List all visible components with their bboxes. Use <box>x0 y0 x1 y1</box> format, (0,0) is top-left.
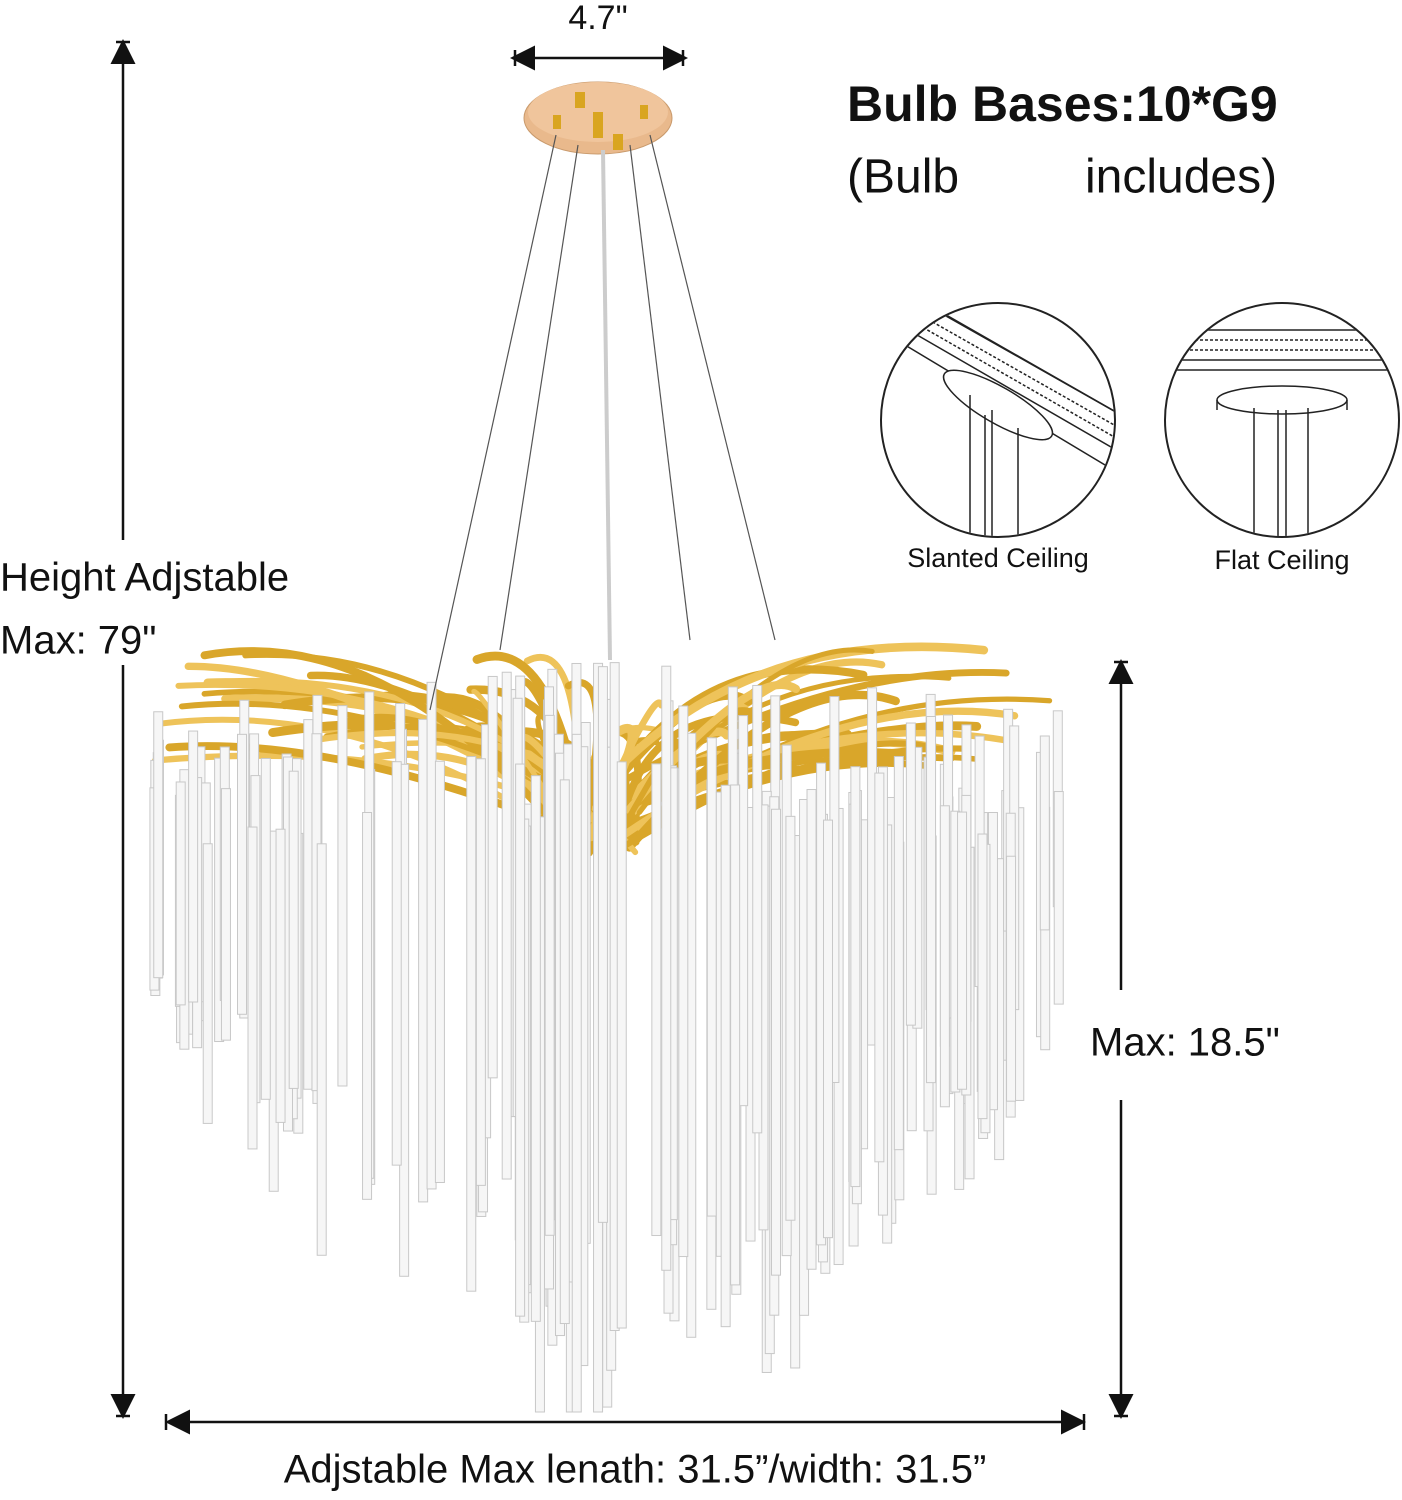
crystal <box>1053 791 1064 1005</box>
crystal <box>874 772 885 1163</box>
crystal <box>391 761 402 1166</box>
crystal <box>661 665 672 1271</box>
crystal <box>466 756 477 1292</box>
crystal <box>303 719 314 1090</box>
crystal <box>544 714 555 1236</box>
flat-ceiling-diagram <box>1164 302 1400 538</box>
crystal <box>275 828 286 1123</box>
crystal <box>806 789 817 1270</box>
crystal <box>597 666 608 1223</box>
crystal <box>418 718 429 1203</box>
crystal <box>175 781 186 1006</box>
crystal <box>939 805 950 1108</box>
crystal <box>530 775 541 1322</box>
slanted-ceiling-diagram <box>880 302 1116 538</box>
crystal <box>288 770 299 1089</box>
height-max: Max: 79" <box>0 619 156 663</box>
crystal <box>678 705 689 1258</box>
crystal <box>785 815 796 1221</box>
crystal <box>153 711 164 979</box>
mount-label: Flat Ceiling <box>1214 545 1349 575</box>
crystal <box>850 766 861 1188</box>
canopy <box>523 81 673 155</box>
chandelier <box>149 642 1064 1413</box>
crystal <box>706 737 717 1217</box>
crystal <box>905 722 916 1026</box>
crystal <box>362 812 373 1200</box>
crystal <box>220 788 231 1041</box>
bulb-title: Bulb Bases:10*G9 <box>847 76 1278 132</box>
crystal <box>616 761 627 1329</box>
dimension-lines <box>110 39 1134 1435</box>
crystal <box>571 733 582 1413</box>
crystal <box>501 671 512 1180</box>
bulb-note: includes) <box>1085 151 1277 204</box>
crystal <box>651 763 662 1237</box>
crystal <box>730 784 741 1286</box>
crystal <box>720 784 731 1328</box>
crystal <box>893 755 904 1151</box>
crystal <box>337 705 348 1087</box>
wires <box>429 134 776 711</box>
crystal <box>237 733 248 1015</box>
canopy-width: 4.7" <box>568 0 627 37</box>
bulb-note: (Bulb <box>847 151 959 204</box>
height-label: Height Adjstable <box>0 556 289 600</box>
crystal <box>202 843 213 1124</box>
crystal <box>752 684 763 1134</box>
crystal <box>1006 855 1017 1102</box>
crystal <box>475 758 486 1186</box>
body-height: Max: 18.5" <box>1090 1021 1280 1065</box>
crystal <box>434 760 445 1183</box>
crystal <box>515 763 526 1317</box>
crystal <box>188 730 199 1003</box>
crystal <box>926 716 937 1084</box>
width-label: Adjstable Max lenath: 31.5”/width: 31.5” <box>284 1448 987 1492</box>
crystal <box>822 819 833 1239</box>
crystal <box>957 811 968 1090</box>
crystal <box>426 681 437 1190</box>
crystal <box>487 675 498 1079</box>
mount-label: Slanted Ceiling <box>907 543 1089 573</box>
crystal <box>316 843 327 1256</box>
crystal <box>1039 735 1050 931</box>
crystal <box>247 826 258 1150</box>
branch <box>178 700 608 812</box>
crystal <box>771 808 782 1276</box>
crystal <box>260 757 271 1100</box>
crystal <box>977 833 988 1120</box>
crystal <box>559 779 570 1325</box>
